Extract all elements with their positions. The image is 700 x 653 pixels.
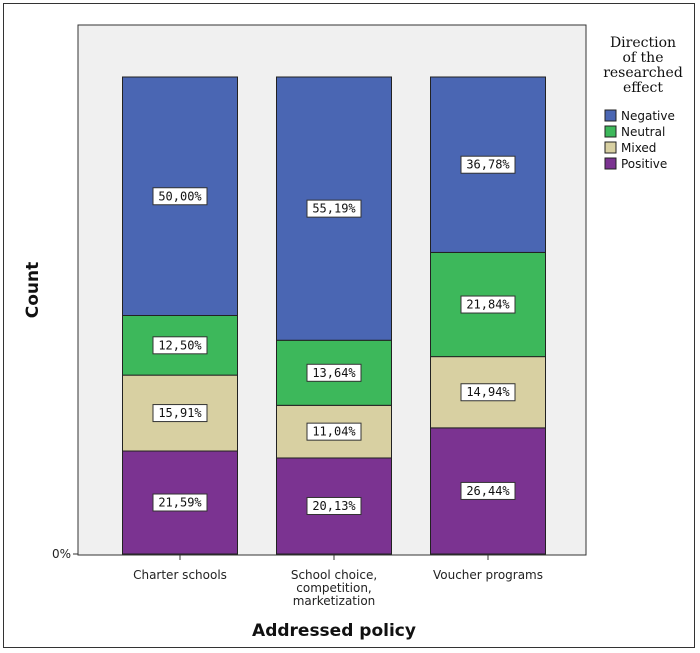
y-tick-label: 0% — [52, 547, 71, 561]
legend-swatch — [604, 125, 617, 138]
data-label-box — [306, 363, 362, 382]
legend-swatch — [604, 141, 617, 154]
data-label-box — [306, 422, 362, 441]
data-label-box — [152, 336, 208, 355]
legend-title: Direction of the researched effect — [603, 35, 683, 96]
data-label: 50,00% — [158, 189, 202, 203]
x-axis-title: Addressed policy — [252, 621, 416, 641]
bar-segment — [430, 251, 546, 358]
data-label-box — [460, 481, 516, 500]
data-label: 11,04% — [312, 425, 356, 439]
data-label: 14,94% — [466, 385, 510, 399]
data-label-box — [152, 404, 208, 423]
data-label: 36,78% — [466, 158, 510, 172]
y-axis-title: Count — [23, 262, 43, 319]
data-label-box — [306, 496, 362, 515]
data-label: 13,64% — [312, 366, 356, 380]
x-tick-label: School choice, competition, marketization — [291, 568, 377, 608]
data-label: 21,59% — [158, 496, 202, 510]
data-label: 12,50% — [158, 338, 202, 352]
legend-entry: Negative — [621, 109, 675, 123]
data-label-box — [460, 383, 516, 402]
data-label: 15,91% — [158, 406, 202, 420]
x-tick-label: Voucher programs — [433, 568, 543, 582]
data-label: 55,19% — [312, 202, 356, 216]
data-label-box — [306, 199, 362, 218]
legend-swatch — [604, 157, 617, 170]
legend-entry: Positive — [621, 157, 667, 171]
data-label-box — [152, 187, 208, 206]
data-label-box — [460, 295, 516, 314]
data-label: 20,13% — [312, 499, 356, 513]
data-label-box — [460, 155, 516, 174]
data-label: 26,44% — [466, 484, 510, 498]
data-label: 21,84% — [466, 298, 510, 312]
legend-entry: Mixed — [621, 141, 656, 155]
legend-swatch — [604, 109, 617, 122]
x-tick-label: Charter schools — [133, 568, 227, 582]
legend-entry: Neutral — [621, 125, 665, 139]
data-label-box — [152, 493, 208, 512]
